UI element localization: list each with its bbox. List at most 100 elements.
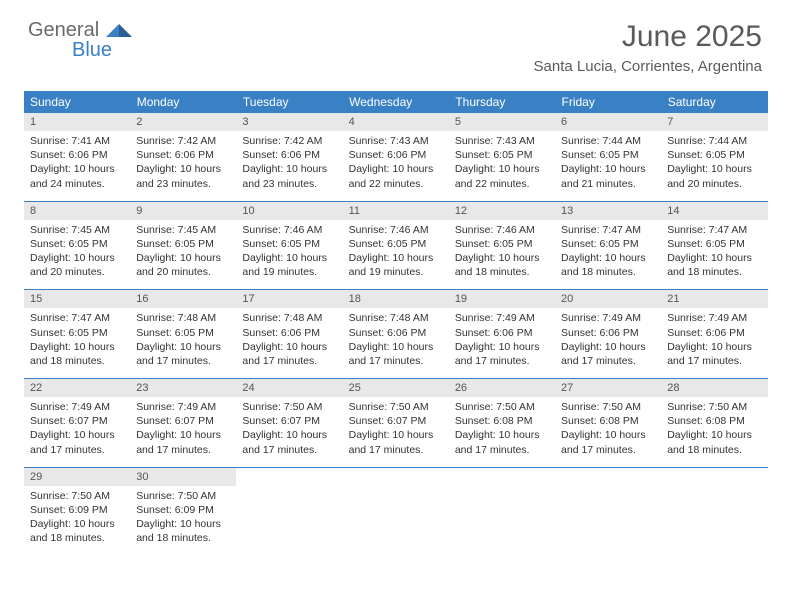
day-content-cell: Sunrise: 7:43 AMSunset: 6:06 PMDaylight:… (343, 131, 449, 201)
sunrise-line: Sunrise: 7:46 AM (242, 223, 336, 237)
sunrise-line: Sunrise: 7:50 AM (136, 489, 230, 503)
sunset-line: Sunset: 6:06 PM (242, 148, 336, 162)
day-content-cell: Sunrise: 7:49 AMSunset: 6:07 PMDaylight:… (24, 397, 130, 467)
sunrise-line: Sunrise: 7:45 AM (136, 223, 230, 237)
sunrise-line: Sunrise: 7:49 AM (667, 311, 761, 325)
day-content-cell: Sunrise: 7:45 AMSunset: 6:05 PMDaylight:… (24, 220, 130, 290)
daylight-line: Daylight: 10 hours and 20 minutes. (136, 251, 230, 279)
day-content-cell: Sunrise: 7:50 AMSunset: 6:07 PMDaylight:… (343, 397, 449, 467)
daylight-line: Daylight: 10 hours and 19 minutes. (349, 251, 443, 279)
day-content-cell: Sunrise: 7:47 AMSunset: 6:05 PMDaylight:… (24, 308, 130, 378)
sunrise-line: Sunrise: 7:48 AM (136, 311, 230, 325)
day-number-cell: 12 (449, 201, 555, 220)
day-number-cell (555, 467, 661, 486)
sunset-line: Sunset: 6:06 PM (349, 326, 443, 340)
brand-logo: General Blue (28, 20, 132, 60)
sunset-line: Sunset: 6:05 PM (667, 237, 761, 251)
day-number-cell: 14 (661, 201, 767, 220)
daylight-line: Daylight: 10 hours and 17 minutes. (242, 340, 336, 368)
daylight-line: Daylight: 10 hours and 18 minutes. (561, 251, 655, 279)
sunrise-line: Sunrise: 7:48 AM (242, 311, 336, 325)
day-number-cell: 4 (343, 113, 449, 131)
day-content-cell: Sunrise: 7:50 AMSunset: 6:07 PMDaylight:… (236, 397, 342, 467)
sunrise-line: Sunrise: 7:50 AM (349, 400, 443, 414)
daylight-line: Daylight: 10 hours and 19 minutes. (242, 251, 336, 279)
daylight-line: Daylight: 10 hours and 17 minutes. (30, 428, 124, 456)
day-content-cell: Sunrise: 7:48 AMSunset: 6:05 PMDaylight:… (130, 308, 236, 378)
day-content-cell (449, 486, 555, 556)
sunset-line: Sunset: 6:05 PM (242, 237, 336, 251)
day-content-cell (555, 486, 661, 556)
day-content-cell (661, 486, 767, 556)
day-content-cell: Sunrise: 7:43 AMSunset: 6:05 PMDaylight:… (449, 131, 555, 201)
day-content-cell: Sunrise: 7:48 AMSunset: 6:06 PMDaylight:… (236, 308, 342, 378)
day-content-cell: Sunrise: 7:42 AMSunset: 6:06 PMDaylight:… (130, 131, 236, 201)
day-content-cell: Sunrise: 7:47 AMSunset: 6:05 PMDaylight:… (661, 220, 767, 290)
page-header: General Blue June 2025 Santa Lucia, Corr… (0, 0, 792, 83)
day-number-cell: 7 (661, 113, 767, 131)
daylight-line: Daylight: 10 hours and 18 minutes. (30, 517, 124, 545)
day-number-cell: 27 (555, 379, 661, 398)
day-number-cell (449, 467, 555, 486)
day-number-cell: 25 (343, 379, 449, 398)
day-content-cell (236, 486, 342, 556)
weekday-header-row: Sunday Monday Tuesday Wednesday Thursday… (24, 91, 768, 113)
content-row: Sunrise: 7:47 AMSunset: 6:05 PMDaylight:… (24, 308, 768, 378)
weekday-header: Saturday (661, 91, 767, 113)
daynum-row: 2930 (24, 467, 768, 486)
daylight-line: Daylight: 10 hours and 18 minutes. (30, 340, 124, 368)
day-number-cell: 5 (449, 113, 555, 131)
month-title: June 2025 (534, 20, 762, 54)
day-number-cell: 26 (449, 379, 555, 398)
sunset-line: Sunset: 6:06 PM (667, 326, 761, 340)
day-number-cell (343, 467, 449, 486)
sunrise-line: Sunrise: 7:49 AM (455, 311, 549, 325)
day-number-cell: 30 (130, 467, 236, 486)
sunrise-line: Sunrise: 7:45 AM (30, 223, 124, 237)
day-number-cell: 19 (449, 290, 555, 309)
daylight-line: Daylight: 10 hours and 22 minutes. (455, 162, 549, 190)
sunset-line: Sunset: 6:05 PM (455, 148, 549, 162)
brand-part2: Blue (72, 40, 132, 60)
daylight-line: Daylight: 10 hours and 18 minutes. (136, 517, 230, 545)
day-number-cell: 29 (24, 467, 130, 486)
daylight-line: Daylight: 10 hours and 18 minutes. (455, 251, 549, 279)
sunrise-line: Sunrise: 7:49 AM (136, 400, 230, 414)
sunrise-line: Sunrise: 7:49 AM (561, 311, 655, 325)
day-number-cell: 1 (24, 113, 130, 131)
day-content-cell: Sunrise: 7:46 AMSunset: 6:05 PMDaylight:… (449, 220, 555, 290)
day-number-cell: 2 (130, 113, 236, 131)
daynum-row: 15161718192021 (24, 290, 768, 309)
sunrise-line: Sunrise: 7:44 AM (667, 134, 761, 148)
sunset-line: Sunset: 6:05 PM (136, 237, 230, 251)
sunset-line: Sunset: 6:06 PM (561, 326, 655, 340)
sunrise-line: Sunrise: 7:46 AM (349, 223, 443, 237)
sunset-line: Sunset: 6:08 PM (561, 414, 655, 428)
weekday-header: Sunday (24, 91, 130, 113)
day-content-cell: Sunrise: 7:49 AMSunset: 6:06 PMDaylight:… (661, 308, 767, 378)
day-content-cell: Sunrise: 7:46 AMSunset: 6:05 PMDaylight:… (236, 220, 342, 290)
sunset-line: Sunset: 6:06 PM (30, 148, 124, 162)
daynum-row: 22232425262728 (24, 379, 768, 398)
day-number-cell: 16 (130, 290, 236, 309)
sunset-line: Sunset: 6:05 PM (561, 148, 655, 162)
day-number-cell: 17 (236, 290, 342, 309)
sunrise-line: Sunrise: 7:50 AM (561, 400, 655, 414)
daylight-line: Daylight: 10 hours and 21 minutes. (561, 162, 655, 190)
day-number-cell: 21 (661, 290, 767, 309)
day-content-cell: Sunrise: 7:44 AMSunset: 6:05 PMDaylight:… (555, 131, 661, 201)
daynum-row: 1234567 (24, 113, 768, 131)
sunrise-line: Sunrise: 7:46 AM (455, 223, 549, 237)
daylight-line: Daylight: 10 hours and 24 minutes. (30, 162, 124, 190)
day-number-cell (236, 467, 342, 486)
sunset-line: Sunset: 6:08 PM (667, 414, 761, 428)
day-number-cell: 9 (130, 201, 236, 220)
day-number-cell: 8 (24, 201, 130, 220)
title-block: June 2025 Santa Lucia, Corrientes, Argen… (534, 20, 762, 75)
sunset-line: Sunset: 6:08 PM (455, 414, 549, 428)
day-content-cell: Sunrise: 7:44 AMSunset: 6:05 PMDaylight:… (661, 131, 767, 201)
sunrise-line: Sunrise: 7:42 AM (136, 134, 230, 148)
sunset-line: Sunset: 6:09 PM (136, 503, 230, 517)
day-number-cell: 15 (24, 290, 130, 309)
sunrise-line: Sunrise: 7:50 AM (242, 400, 336, 414)
